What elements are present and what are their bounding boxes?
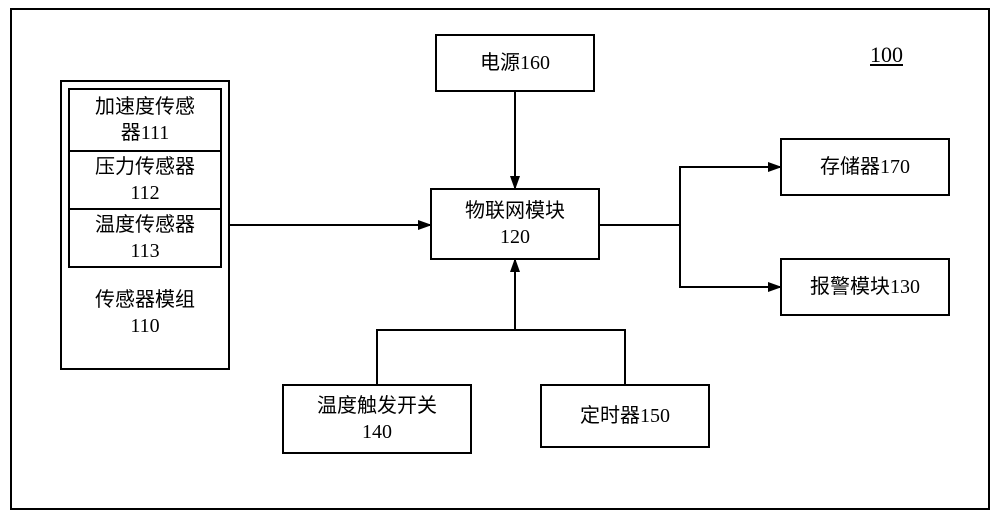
pressure-sensor-label: 压力传感器 112 [95, 154, 195, 206]
iot-module-label: 物联网模块 120 [465, 198, 565, 250]
power-label: 电源160 [480, 50, 550, 76]
pressure-sensor-box: 压力传感器 112 [68, 150, 222, 210]
sensor-module-label-wrap: 传感器模组 110 [68, 268, 222, 358]
temp-sensor-label: 温度传感器 113 [95, 212, 195, 264]
storage-box: 存储器170 [780, 138, 950, 196]
temp-switch-box: 温度触发开关 140 [282, 384, 472, 454]
power-box: 电源160 [435, 34, 595, 92]
accel-sensor-box: 加速度传感 器111 [68, 88, 222, 152]
accel-sensor-label: 加速度传感 器111 [95, 94, 195, 146]
timer-label: 定时器150 [580, 403, 670, 429]
iot-module-box: 物联网模块 120 [430, 188, 600, 260]
alarm-box: 报警模块130 [780, 258, 950, 316]
alarm-label: 报警模块130 [810, 274, 920, 300]
sensor-module-label: 传感器模组 110 [95, 287, 195, 339]
temp-sensor-box: 温度传感器 113 [68, 208, 222, 268]
storage-label: 存储器170 [820, 154, 910, 180]
system-id: 100 [870, 42, 903, 68]
temp-switch-label: 温度触发开关 140 [317, 393, 437, 445]
timer-box: 定时器150 [540, 384, 710, 448]
sensor-module-box: 加速度传感 器111 压力传感器 112 温度传感器 113 传感器模组 110 [60, 80, 230, 370]
